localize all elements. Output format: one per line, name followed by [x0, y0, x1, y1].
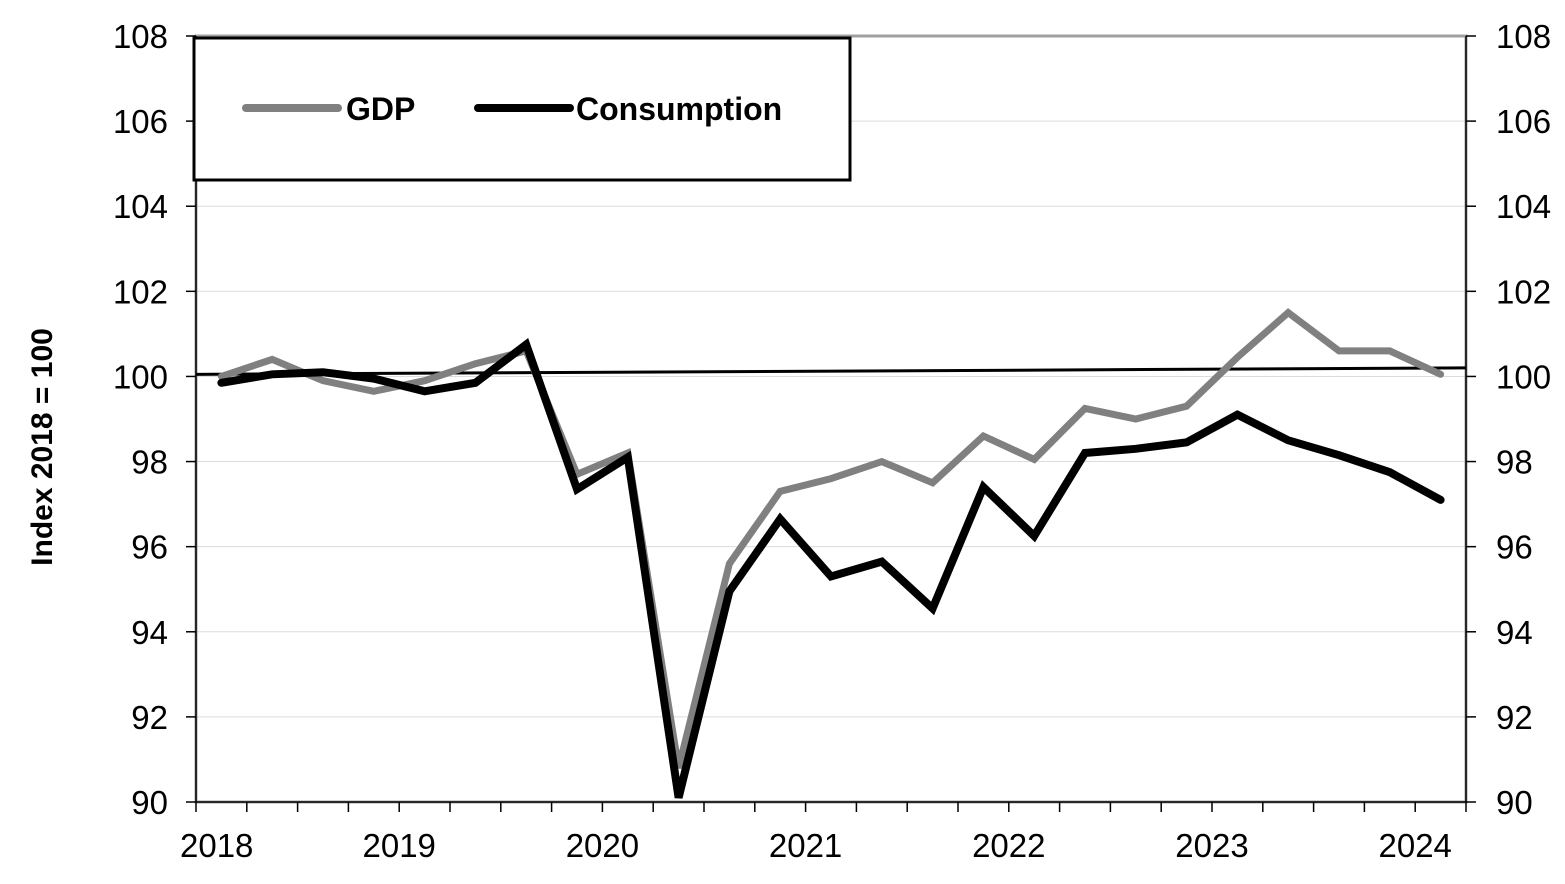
y-tick-label-left: 100 [113, 358, 168, 395]
y-tick-label-left: 96 [131, 529, 168, 566]
legend: GDP Consumption [192, 36, 852, 182]
legend-label-consumption: Consumption [576, 91, 782, 127]
series-line-gdp [217, 308, 1445, 769]
x-tick-label: 2020 [566, 827, 639, 864]
y-tick-label-left: 94 [131, 614, 168, 651]
x-tick-label: 2022 [972, 827, 1045, 864]
axes: 90 90 92 92 94 94 96 96 98 98 100 100 102 102 104 104 10… [113, 18, 1551, 864]
x-tick-label: 2021 [769, 827, 842, 864]
y-tick-label-right: 108 [1496, 18, 1551, 55]
y-tick-label-right: 92 [1496, 699, 1533, 736]
y-tick-label-left: 90 [131, 784, 168, 821]
reference-line-100 [195, 366, 1467, 376]
y-tick-label-left: 104 [113, 188, 168, 225]
series-line-consumption [217, 338, 1445, 799]
y-tick-label-right: 102 [1496, 273, 1551, 310]
y-tick-label-left: 92 [131, 699, 168, 736]
x-tick-label: 2024 [1378, 827, 1451, 864]
x-tick-label: 2018 [180, 827, 253, 864]
y-tick-label-right: 98 [1496, 444, 1533, 481]
y-tick-label-left: 106 [113, 103, 168, 140]
y-axis-title: Index 2018 = 100 [26, 328, 59, 566]
x-tick-label: 2023 [1175, 827, 1248, 864]
y-tick-label-left: 108 [113, 18, 168, 55]
x-tick-label: 2019 [362, 827, 435, 864]
y-tick-label-right: 106 [1496, 103, 1551, 140]
series-group [217, 308, 1445, 799]
y-tick-label-left: 98 [131, 444, 168, 481]
y-tick-label-right: 104 [1496, 188, 1551, 225]
y-tick-label-right: 94 [1496, 614, 1533, 651]
reference-line-group [195, 366, 1467, 376]
y-tick-label-right: 100 [1496, 358, 1551, 395]
y-tick-label-right: 90 [1496, 784, 1533, 821]
y-tick-label-left: 102 [113, 273, 168, 310]
legend-label-gdp: GDP [346, 91, 415, 127]
y-tick-label-right: 96 [1496, 529, 1533, 566]
